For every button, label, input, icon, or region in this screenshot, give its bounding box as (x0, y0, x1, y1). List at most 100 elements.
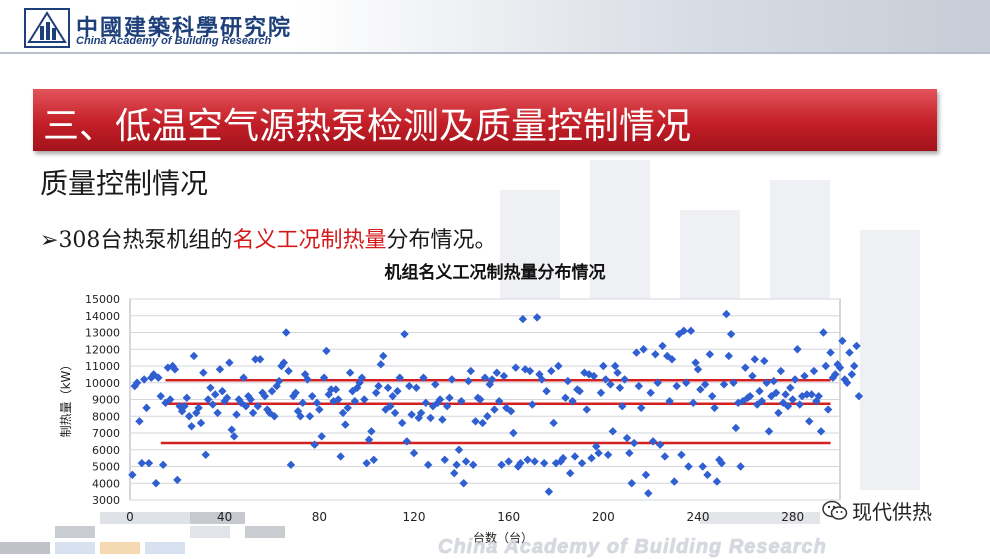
data-point (128, 470, 137, 480)
data-point (367, 427, 376, 436)
data-point (539, 458, 549, 468)
data-point (490, 405, 499, 414)
data-point (693, 365, 703, 374)
data-point (637, 403, 646, 413)
data-point (850, 361, 859, 371)
data-point (698, 462, 707, 471)
data-point (393, 386, 402, 396)
data-point (842, 378, 852, 387)
data-point (471, 417, 480, 426)
data-point (454, 445, 464, 454)
y-tick-label: 8000 (92, 410, 120, 423)
data-point (734, 398, 743, 408)
x-tick-label: 280 (781, 510, 804, 524)
data-point (135, 417, 144, 426)
data-point (660, 452, 670, 461)
data-point (480, 373, 490, 382)
x-tick-label: 80 (312, 510, 327, 524)
data-point (225, 358, 234, 367)
data-point (291, 388, 300, 397)
chart-title: 机组名义工况制热量分布情况 (384, 263, 606, 283)
data-point (677, 450, 686, 459)
slide-title-bar: 三、低温空气源热泵检测及质量控制情况 (33, 89, 937, 151)
data-point (788, 395, 797, 404)
data-point (767, 391, 776, 401)
data-point (845, 348, 854, 357)
data-point (665, 396, 674, 406)
data-point (253, 402, 262, 411)
data-point (608, 427, 617, 436)
data-point (634, 381, 644, 391)
data-point (852, 341, 861, 351)
x-tick-label: 120 (403, 510, 426, 524)
data-point (831, 370, 840, 379)
data-point (525, 366, 535, 376)
y-tick-label: 14000 (85, 310, 120, 323)
data-point (724, 351, 733, 361)
y-tick-label: 9000 (92, 394, 120, 407)
data-point (807, 390, 816, 399)
data-point (532, 313, 542, 322)
data-point (511, 363, 520, 372)
data-point (596, 388, 606, 397)
data-point (610, 361, 620, 371)
data-point (769, 376, 778, 386)
data-point (140, 375, 149, 384)
data-point (156, 391, 165, 401)
data-point (379, 351, 388, 361)
deco-box (55, 542, 95, 554)
data-point (201, 450, 210, 459)
bullet-point: ➢308台热泵机组的名义工况制热量分布情况。 (40, 222, 496, 254)
data-point (757, 396, 767, 406)
data-point (655, 440, 665, 449)
data-point (322, 346, 331, 356)
data-point (435, 395, 445, 404)
deco-box (700, 512, 820, 524)
data-point (395, 373, 404, 382)
footer-org-name: China Academy of Building Research (438, 536, 827, 558)
chinabr-logo-icon (24, 8, 70, 48)
data-point (357, 373, 367, 382)
data-point (305, 412, 315, 421)
data-point (251, 355, 260, 364)
data-point (814, 391, 823, 401)
data-point (528, 400, 537, 409)
data-point (424, 460, 433, 470)
data-point (246, 395, 255, 404)
data-point (298, 398, 307, 408)
data-point (509, 428, 518, 438)
data-point (468, 460, 478, 470)
data-point (312, 398, 322, 408)
data-point (762, 378, 771, 387)
data-point (544, 487, 554, 496)
data-point (203, 395, 213, 404)
data-point (386, 402, 395, 411)
deco-box (100, 512, 190, 524)
data-point (267, 386, 277, 396)
data-point (847, 370, 857, 379)
data-point (142, 403, 151, 413)
data-point (282, 328, 291, 337)
data-point (194, 403, 203, 413)
data-point (561, 393, 570, 403)
data-point (835, 363, 845, 372)
data-point (530, 457, 539, 466)
data-point (173, 475, 182, 485)
data-point (658, 341, 667, 351)
data-point (854, 391, 864, 401)
data-point (518, 314, 528, 324)
data-point (622, 433, 632, 443)
data-point (667, 355, 677, 364)
x-tick-label: 0 (126, 510, 134, 524)
data-point (802, 390, 812, 399)
data-point (184, 412, 194, 421)
data-point (130, 381, 139, 391)
data-point (222, 393, 232, 403)
data-point (161, 398, 170, 408)
data-point (166, 395, 175, 404)
data-point (774, 408, 783, 418)
data-point (646, 388, 655, 397)
data-point (409, 448, 419, 458)
data-point (554, 361, 563, 371)
